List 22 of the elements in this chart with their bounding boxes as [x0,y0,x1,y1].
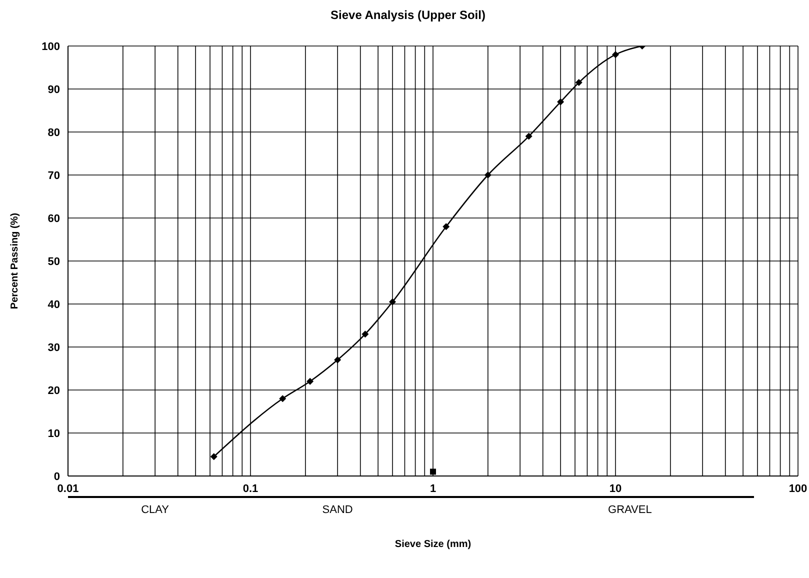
y-tick-label: 70 [48,170,60,182]
text: SAND [322,504,353,516]
y-tick-label: 80 [48,126,60,139]
x-tick-label: 100 [788,482,808,495]
y-tick-label: 30 [48,342,60,354]
x-tick-label: 0.01 [57,482,79,495]
x-tick-label: 0.1 [242,482,258,495]
y-tick-label: 50 [48,256,60,268]
y-tick-label: 0 [54,470,60,483]
text: GRAVEL [608,504,652,516]
y-tick-label: 60 [48,212,60,225]
y-tick-label: 40 [48,298,60,311]
chart-title: Sieve Analysis (Upper Soil) [330,8,486,22]
text: CLAY [141,504,170,516]
y-tick-label: 90 [48,84,60,96]
y-tick-label: 10 [48,428,60,440]
y-tick-label: 20 [48,384,60,397]
x-axis-title: Sieve Size (mm) [394,539,472,550]
y-tick-label: 100 [42,40,60,53]
x-tick-label: 10 [609,482,622,495]
x-tick-label: 1 [430,482,436,495]
y-axis-title: Percent Passing (%) [10,212,21,310]
